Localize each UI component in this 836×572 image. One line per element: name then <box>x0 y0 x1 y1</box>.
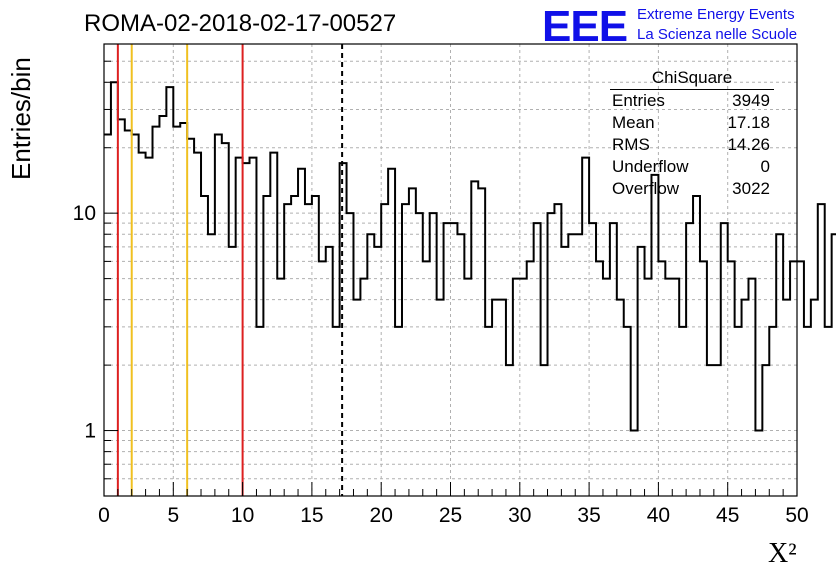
y-tick-label: 1 <box>84 420 96 443</box>
y-axis-ticks: 1 10 <box>73 43 118 497</box>
stats-row-rms: RMS 14.26 <box>612 134 780 156</box>
x-tick-label: 50 <box>785 504 808 527</box>
x-axis-ticks: 0 5 10 15 20 25 30 35 40 45 50 <box>98 482 809 527</box>
x-tick-label: 10 <box>231 504 254 527</box>
histogram-series <box>104 81 836 432</box>
x-tick-label: 25 <box>439 504 462 527</box>
brand-line-2: La Scienza nelle Scuole <box>637 26 798 43</box>
stats-value: 0 <box>760 157 770 176</box>
stats-label: Mean <box>612 113 655 132</box>
x-tick-label: 35 <box>577 504 600 527</box>
stats-value: 3022 <box>732 179 770 198</box>
brand-line-1: Extreme Energy Events <box>637 6 795 23</box>
y-axis-label: Entries/bin <box>6 57 36 180</box>
x-tick-label: 5 <box>167 504 179 527</box>
x-tick-label: 30 <box>508 504 531 527</box>
stats-label: RMS <box>612 135 650 154</box>
stats-row-mean: Mean 17.18 <box>612 112 780 134</box>
stats-row-underflow: Underflow 0 <box>612 156 780 178</box>
stats-value: 3949 <box>732 91 770 110</box>
stats-row-entries: Entries 3949 <box>612 90 780 112</box>
x-axis-label: X² <box>768 538 797 569</box>
stats-value: 14.26 <box>727 135 770 154</box>
chart-title: ROMA-02-2018-02-17-00527 <box>84 10 397 37</box>
stats-box-title: ChiSquare <box>610 66 774 90</box>
x-tick-label: 40 <box>647 504 670 527</box>
reference-lines <box>116 44 344 496</box>
stats-label: Underflow <box>612 157 689 176</box>
stats-value: 17.18 <box>727 113 770 132</box>
stats-box: ChiSquare Entries 3949 Mean 17.18 RMS 14… <box>610 66 780 200</box>
stats-label: Overflow <box>612 179 680 198</box>
x-tick-label: 15 <box>300 504 323 527</box>
x-tick-label: 0 <box>98 504 110 527</box>
stats-row-overflow: Overflow 3022 <box>612 178 780 200</box>
y-tick-label: 10 <box>73 202 96 225</box>
x-tick-label: 20 <box>370 504 393 527</box>
stats-label: Entries <box>612 91 665 110</box>
x-tick-label: 45 <box>716 504 739 527</box>
eee-logo: EEE <box>542 2 628 51</box>
